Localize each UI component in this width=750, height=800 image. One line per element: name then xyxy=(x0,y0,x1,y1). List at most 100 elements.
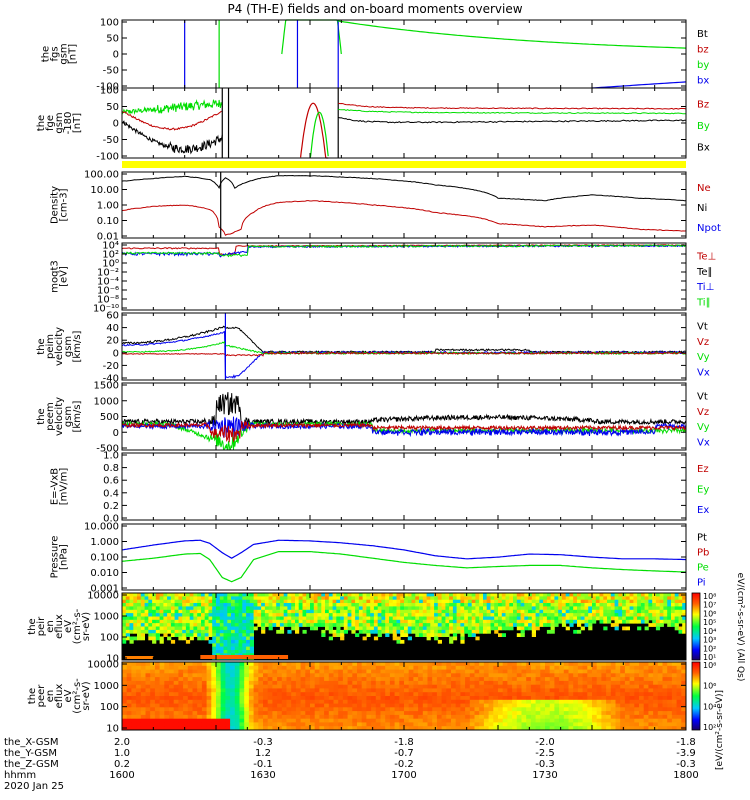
y-tick-label: 1.0 xyxy=(103,451,119,462)
y-axis-label: the xyxy=(27,688,38,704)
y-tick-label: 0 xyxy=(113,428,119,439)
y-tick-label: 40 xyxy=(106,323,119,334)
y-axis-label: [mV/m] xyxy=(59,468,70,506)
ephemeris-value: -2.5 xyxy=(535,748,555,759)
ephemeris-value: 1700 xyxy=(391,770,416,781)
series-pe xyxy=(121,551,686,583)
y-axis-label: [nT] xyxy=(68,44,79,64)
y-tick-label: 0.100 xyxy=(90,553,119,564)
y-axis-label: the xyxy=(41,46,52,62)
y-axis-label: [nT] xyxy=(72,113,83,133)
legend-entry: Pe xyxy=(697,563,709,574)
legend-entry: Vy xyxy=(697,352,710,363)
ephemeris-row-label: the_X-GSM xyxy=(4,737,58,748)
legend-entry: Te⊥ xyxy=(696,252,716,263)
legend-entry: Vt xyxy=(697,322,708,333)
colorbar-tick-label: 10¹ xyxy=(703,653,716,662)
y-axis-label: [eV] xyxy=(59,266,70,287)
y-tick-label: 10 xyxy=(106,654,119,665)
y-axis-label: peim xyxy=(45,334,56,359)
colorbar-tick-label: 10⁶ xyxy=(703,682,716,691)
ephemeris-value: -0.1 xyxy=(253,759,273,770)
y-axis-label: fge xyxy=(45,115,56,131)
legend-entry: Te∥ xyxy=(696,267,713,278)
legend-entry: Ti∥ xyxy=(696,297,711,308)
ion-colorbar xyxy=(691,592,701,661)
y-tick-label: 0 xyxy=(113,348,119,359)
y-tick-label: 0.2 xyxy=(103,501,119,512)
y-axis-label: gsm xyxy=(63,406,74,427)
panel-frame-efield xyxy=(121,452,687,521)
y-tick-label: 1.000 xyxy=(90,537,119,548)
ephemeris-value: 1630 xyxy=(250,770,275,781)
colorbar-label: eV/(cm²-s-sr-eV) (All Qs) xyxy=(735,573,745,682)
y-axis-label: eV xyxy=(63,620,74,633)
colorbar-tick-label: 10⁴ xyxy=(703,702,716,711)
y-tick-label: -40 xyxy=(103,374,119,385)
ephemeris-value: -0.7 xyxy=(394,748,414,759)
panel-frame-density xyxy=(121,171,687,239)
y-tick-label: 0 xyxy=(113,50,119,61)
y-tick-label: 10.000 xyxy=(84,522,119,533)
y-tick-label: 0.8 xyxy=(103,463,119,474)
ephemeris-value: -3.9 xyxy=(676,748,696,759)
legend-entry: bx xyxy=(697,75,709,86)
ephemeris-value: 2.0 xyxy=(114,737,130,748)
y-tick-label: 1000 xyxy=(94,681,119,692)
legend-entry: Vt xyxy=(697,392,708,403)
y-tick-label: 10⁻² xyxy=(97,268,119,279)
series-bx-fgs-rise xyxy=(591,81,687,89)
legend-entry: Vz xyxy=(697,337,709,348)
legend-entry: Vy xyxy=(697,422,710,433)
y-axis-label: Pressure xyxy=(50,536,61,579)
panel-frame-peem_velocity xyxy=(121,382,687,451)
legend-entry: Pi xyxy=(697,578,706,589)
y-axis-label: peem xyxy=(45,402,56,430)
ion-low-energy-band xyxy=(125,656,154,659)
y-tick-label: 0.10 xyxy=(97,216,119,227)
series-by-fge-tail xyxy=(338,108,686,115)
y-tick-label: -500 xyxy=(96,444,119,455)
date-label: 2020 Jan 25 xyxy=(4,781,64,792)
y-axis-label: [km/s] xyxy=(72,400,83,432)
series-vt-peem xyxy=(121,392,687,429)
series-by-fge xyxy=(121,99,223,115)
ephemeris-value: -0.3 xyxy=(253,737,273,748)
y-tick-label: 10² xyxy=(102,250,119,261)
ephemeris-value: -0.3 xyxy=(676,759,696,770)
y-tick-label: 60 xyxy=(106,311,119,322)
ephemeris-value: 1.0 xyxy=(114,748,130,759)
y-tick-label: 0.4 xyxy=(103,488,119,499)
ephemeris-value: 1600 xyxy=(109,770,134,781)
legend-entry: Bx xyxy=(697,142,710,153)
y-tick-label: 10000 xyxy=(87,660,119,671)
series-vt-peim xyxy=(121,325,686,354)
electron-spectrogram-cells xyxy=(122,662,687,731)
y-axis-label: gsm xyxy=(54,112,65,133)
series-bx-fge-tail xyxy=(338,116,687,124)
y-axis-label: Density xyxy=(50,186,61,224)
series-vx-peim xyxy=(121,330,687,379)
y-tick-label: 1500 xyxy=(94,381,119,392)
colorbar-tick-label: 10² xyxy=(703,644,716,653)
y-tick-label: 10.00 xyxy=(90,185,119,196)
y-axis-label: sr-eV) xyxy=(81,612,92,641)
y-axis-label: velocity xyxy=(54,327,65,366)
y-tick-label: 50 xyxy=(106,102,119,113)
legend-entry: Bt xyxy=(697,29,708,40)
legend-entry: bz xyxy=(697,44,709,55)
y-axis-label: [cm-3] xyxy=(59,188,70,221)
y-tick-label: 10⁻⁶ xyxy=(97,286,119,297)
ephemeris-value: 1800 xyxy=(673,770,698,781)
y-axis-label: velocity xyxy=(54,397,65,436)
y-tick-label: 10⁻⁴ xyxy=(97,277,119,288)
series-ni xyxy=(121,174,686,202)
y-tick-label: 1.00 xyxy=(97,201,119,212)
y-axis-label: eflux xyxy=(54,684,65,709)
y-axis-label: eflux xyxy=(54,614,65,639)
y-tick-label: -20 xyxy=(103,361,119,372)
series-bx-fge xyxy=(121,120,223,155)
y-tick-label: 0.0 xyxy=(103,514,119,525)
y-axis-label: [nPa] xyxy=(59,544,70,570)
